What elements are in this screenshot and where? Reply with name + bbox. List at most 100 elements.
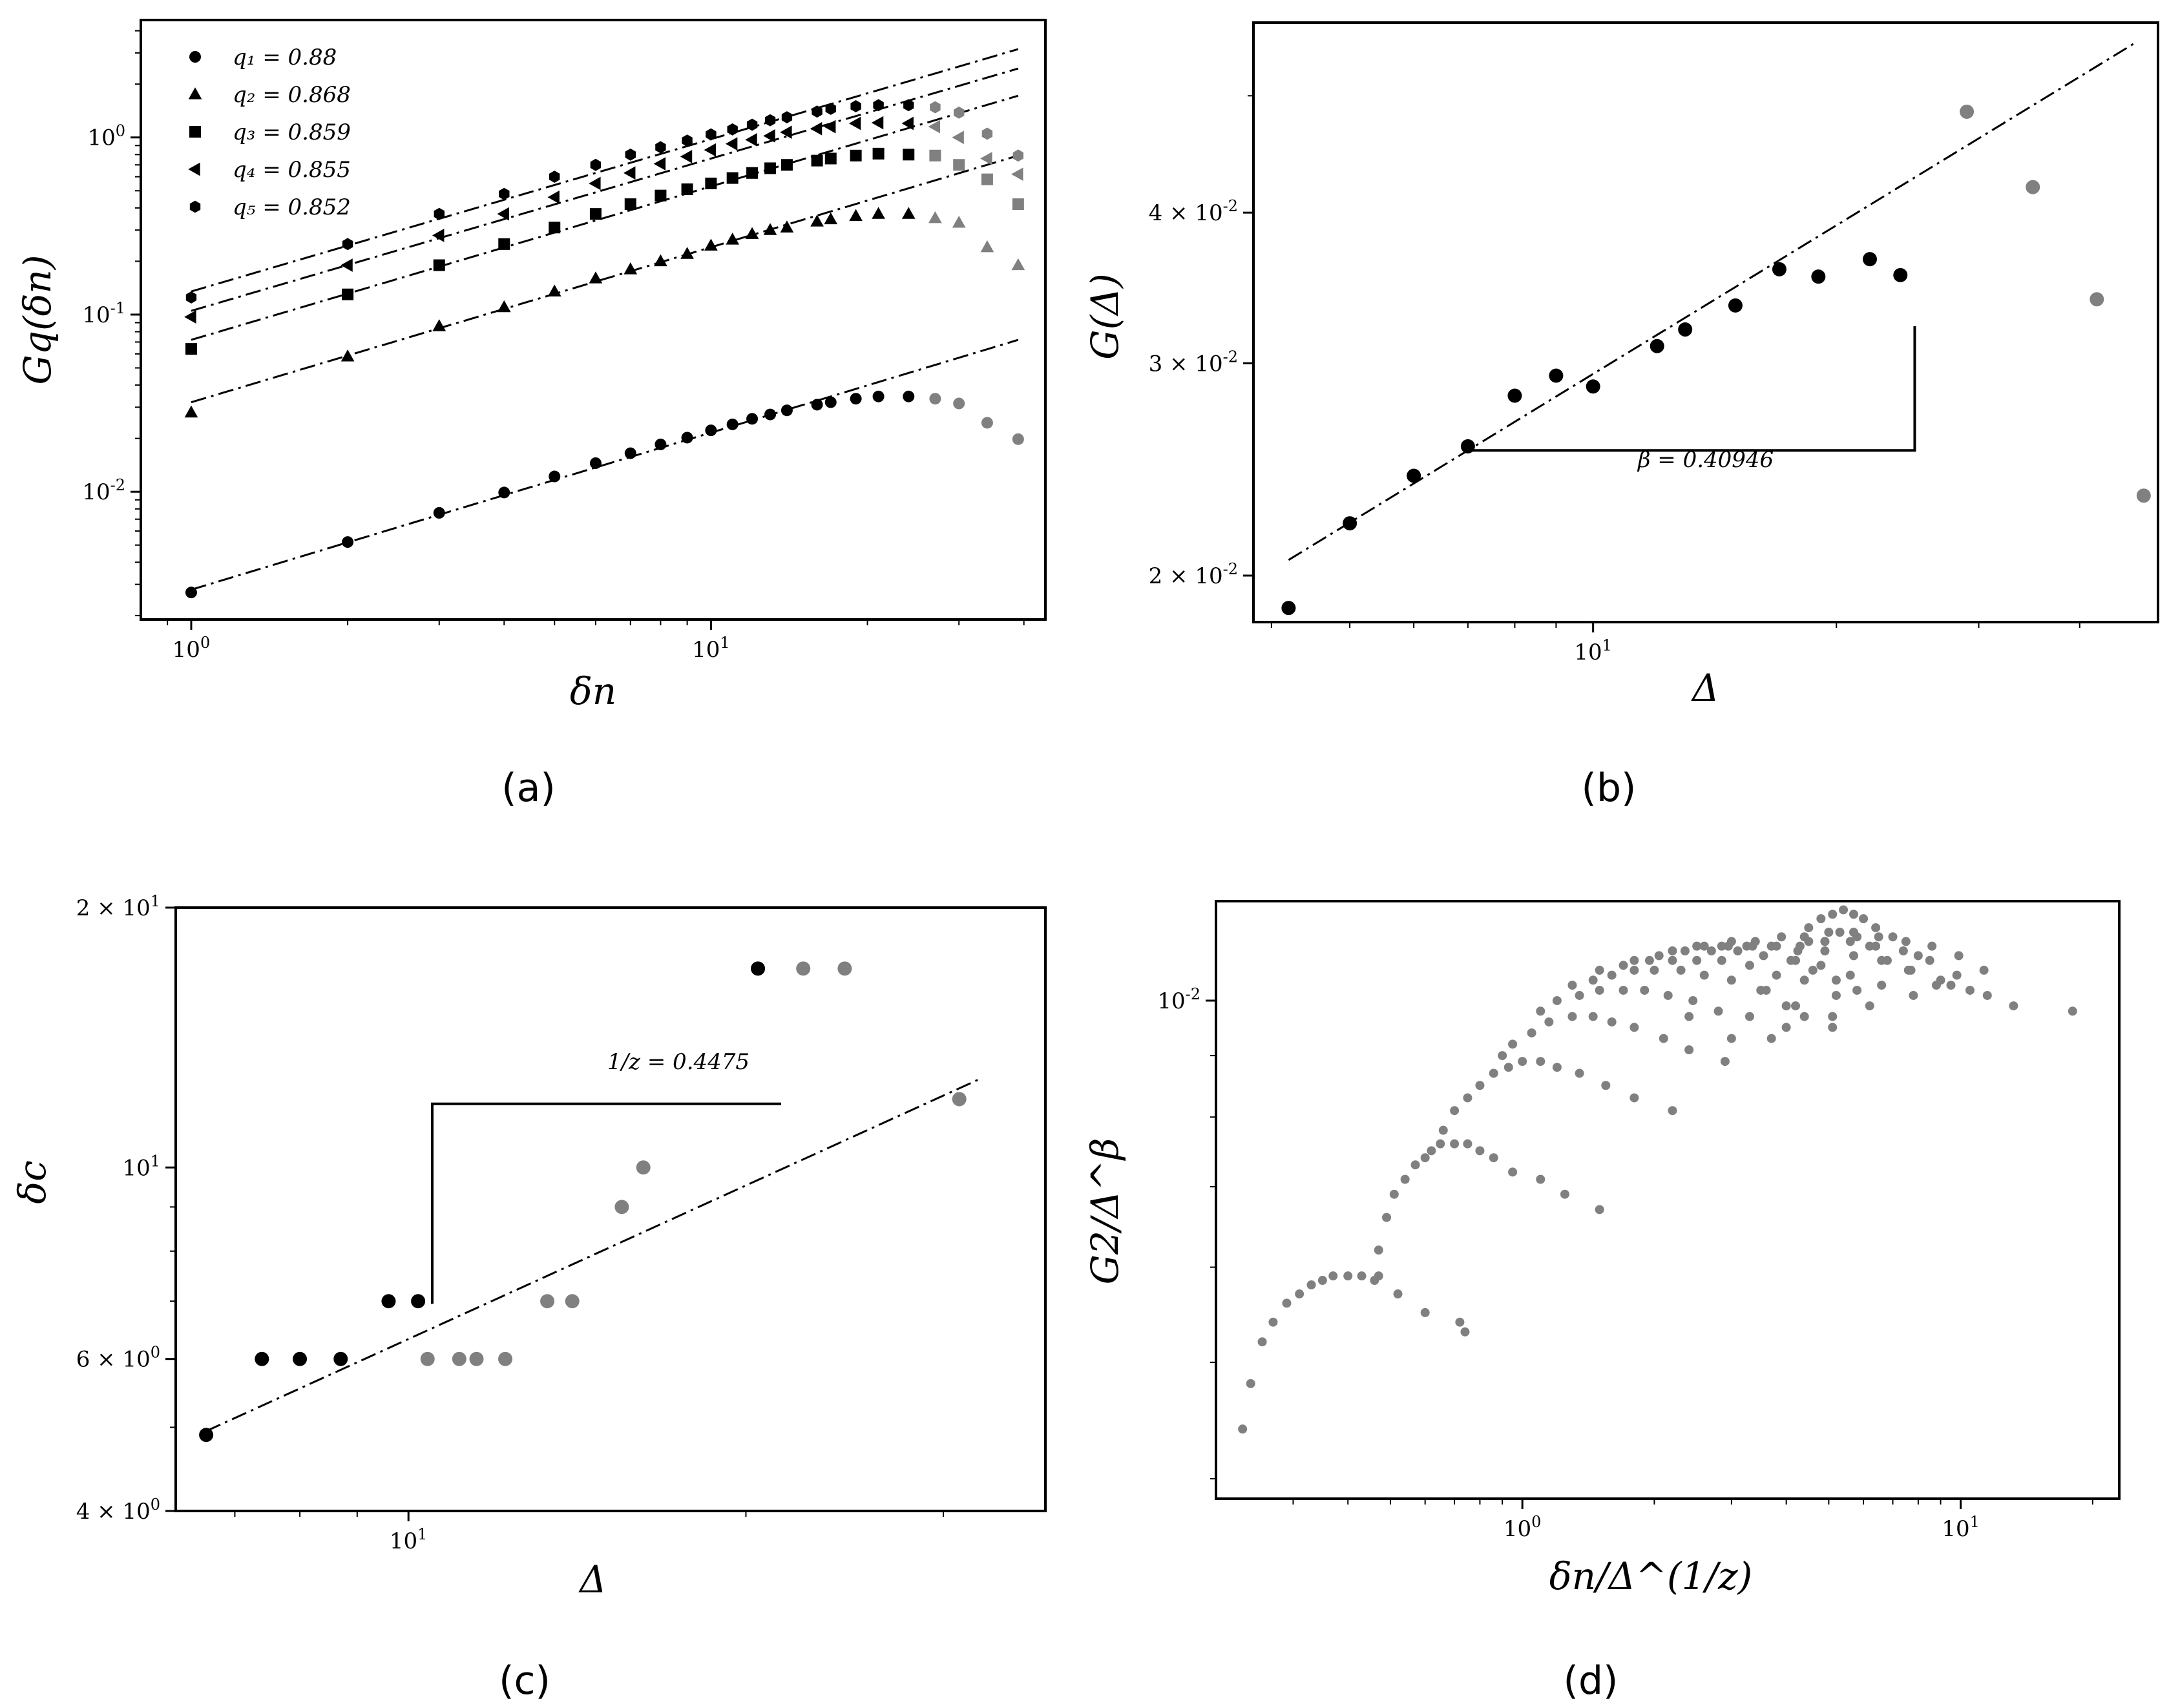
series-5-point [850, 100, 861, 112]
data-point [1629, 1023, 1639, 1032]
data-point-black [1507, 388, 1522, 403]
panel-b-label: (b) [1582, 765, 1637, 811]
series-1-point [433, 506, 445, 519]
data-point [1607, 1017, 1617, 1026]
series-1-point [981, 417, 993, 429]
data-point [1246, 1379, 1255, 1388]
data-point [1845, 970, 1855, 980]
series-4-point [871, 116, 884, 130]
series-4-point [497, 207, 509, 221]
panel-a-label: (a) [501, 765, 556, 811]
data-point [1901, 937, 1911, 946]
data-point [1450, 1139, 1460, 1149]
y-tick-label: 10-2 [1157, 985, 1200, 1014]
series-5-point [342, 238, 353, 251]
data-point [1913, 951, 1923, 961]
series-3-point [929, 149, 941, 161]
data-point-black [333, 1351, 348, 1366]
series-5-point [706, 128, 717, 141]
series-5-point [812, 105, 823, 118]
series-4-point [763, 129, 775, 143]
data-point [1931, 981, 1941, 990]
data-point [1527, 1028, 1536, 1037]
data-point [1726, 937, 1736, 946]
panel-d-label: (d) [1564, 1658, 1619, 1703]
data-point-gray [614, 1200, 629, 1214]
series-3-point [681, 183, 693, 195]
fit-line-series-5 [191, 48, 1019, 293]
series-1-point [903, 390, 915, 402]
panel-b-frame [1252, 21, 2159, 623]
series-2-point [745, 227, 759, 239]
series-5-point [590, 158, 602, 171]
panel-a-data-points [184, 99, 1025, 599]
series-1-point [705, 424, 717, 437]
panel-b-ticks: 101 2 × 10-2 3 × 10-2 4 × 10-2 [1149, 95, 2080, 665]
series-4-point [547, 190, 560, 204]
data-point-black [1650, 338, 1664, 353]
data-point [1680, 946, 1690, 955]
data-point [1791, 1001, 1801, 1011]
series-2-point [824, 212, 838, 225]
data-point-gray [420, 1351, 435, 1366]
data-point [1903, 965, 1913, 975]
y-tick-label: 4 × 100 [76, 1495, 160, 1525]
series-4-point [1011, 167, 1023, 182]
series-3-point [781, 159, 793, 171]
series-4-point [928, 120, 941, 134]
data-point [1389, 1189, 1399, 1199]
data-point [1560, 1189, 1569, 1199]
data-point [1877, 981, 1887, 990]
data-point [1828, 1023, 1838, 1032]
data-point [1726, 1034, 1736, 1043]
data-point [1595, 985, 1604, 995]
series-5-point [682, 134, 693, 147]
x-tick-label: 100 [1504, 1513, 1542, 1542]
series-2-point [432, 319, 446, 331]
data-point [1761, 985, 1771, 995]
series-5-point [825, 103, 836, 115]
series-2-point [872, 207, 885, 219]
series-4-point [725, 137, 738, 151]
series-2-point [704, 238, 718, 251]
data-point [1835, 928, 1845, 937]
data-point [1450, 1106, 1460, 1116]
data-point [1706, 946, 1716, 955]
series-2-point [547, 284, 561, 297]
panel-a-ticks: 100 101 10-2 10-1 100 [82, 30, 1025, 663]
data-point [1659, 1034, 1668, 1043]
data-point-gray [498, 1351, 513, 1366]
data-point [1663, 990, 1673, 1000]
data-point [1295, 1289, 1305, 1299]
panel-a-ylabel: Gq(δn) [16, 255, 59, 385]
data-point [1831, 975, 1841, 985]
data-point-black [1862, 252, 1877, 267]
data-point [1498, 1051, 1507, 1061]
data-point [1357, 1271, 1367, 1281]
series-1-point [185, 587, 197, 599]
data-point [1328, 1271, 1338, 1281]
series-2-point [184, 405, 198, 418]
legend-marker-3 [189, 126, 201, 138]
data-point [1619, 961, 1628, 970]
panel-c-ticks: 101 4 × 100 6 × 100 101 2 × 101 [76, 892, 944, 1554]
series-5-point [873, 99, 884, 112]
data-point [1567, 981, 1577, 990]
series-3-point [705, 177, 717, 189]
series-4-point [341, 258, 353, 272]
data-point-black [1811, 269, 1826, 284]
panel-b-data-points [1281, 104, 2151, 616]
legend-label-3: q₃ = 0.859 [233, 120, 351, 145]
panel-c: 101 4 × 100 6 × 100 101 2 × 101 1/z = 0.4475… [10, 892, 1047, 1703]
data-point [1909, 990, 1918, 1000]
panel-d-ticks: 100 101 10-2 [1157, 985, 2093, 1542]
data-point-black [411, 1294, 426, 1309]
panel-b-beta-annotation: β = 0.40946 [1637, 447, 1774, 473]
data-point [1644, 955, 1654, 965]
data-point [1733, 946, 1743, 955]
series-2-point [654, 254, 667, 267]
series-2-point [623, 262, 638, 275]
data-point [1343, 1271, 1353, 1281]
data-point [1898, 946, 1908, 955]
